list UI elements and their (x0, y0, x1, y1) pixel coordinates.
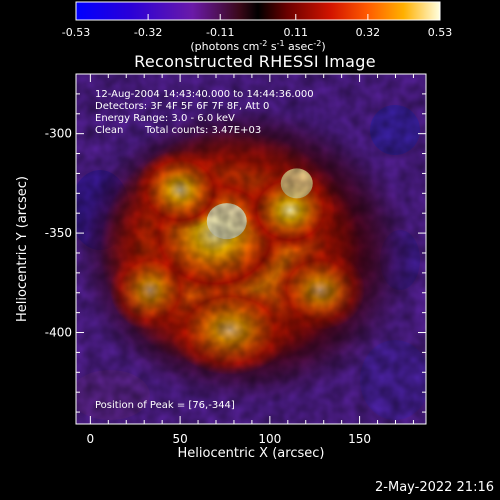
colorbar-units: (photons cm-2 s-1 asec-2) (190, 39, 325, 53)
x-axis: 0 50 100 150 (87, 74, 414, 446)
colorbar-tick-label: -0.32 (134, 26, 162, 39)
x-tick-label: 150 (348, 432, 371, 446)
y-axis-label: Heliocentric Y (arcsec) (15, 176, 30, 322)
plot-frame (75, 73, 427, 425)
colorbar-gradient (75, 1, 441, 21)
y-tick-label: -350 (45, 226, 72, 240)
peak-position-label: Position of Peak = [76,-344] (95, 400, 235, 411)
colorbar-tick-label: -0.53 (62, 26, 90, 39)
info-total-counts: Total counts: 3.47E+03 (144, 125, 261, 136)
plot-title: Reconstructed RHESSI Image (134, 52, 376, 71)
colorbar-tick-label: 0.53 (428, 26, 453, 39)
info-clean: Clean (95, 125, 123, 136)
x-axis-label: Heliocentric X (arcsec) (178, 446, 325, 461)
info-time-range: 12-Aug-2004 14:43:40.000 to 14:44:36.000 (95, 89, 314, 100)
y-tick-label: -400 (45, 326, 72, 340)
x-tick-label: 0 (87, 432, 95, 446)
rhessi-image (76, 74, 426, 424)
x-tick-label: 50 (172, 432, 187, 446)
info-energy-range: Energy Range: 3.0 - 6.0 keV (95, 113, 235, 124)
colorbar-tick-label: 0.11 (284, 26, 309, 39)
colorbar-tick-label: 0.32 (356, 26, 381, 39)
y-axis: -300 -350 -400 (45, 93, 426, 413)
timestamp: 2-May-2022 21:16 (375, 480, 494, 495)
colorbar-tick-label: -0.11 (206, 26, 234, 39)
colorbar: -0.53 -0.32 -0.11 0.11 0.32 0.53 (photons cm-… (0, 0, 500, 56)
colorbar-svg: -0.53 -0.32 -0.11 0.11 0.32 0.53 (photons cm-… (62, 1, 452, 53)
x-tick-label: 100 (258, 432, 281, 446)
colorbar-ticks: -0.53 -0.32 -0.11 0.11 0.32 0.53 (62, 14, 452, 39)
y-tick-label: -300 (45, 127, 72, 141)
info-detectors: Detectors: 3F 4F 5F 6F 7F 8F, Att 0 (95, 101, 269, 112)
